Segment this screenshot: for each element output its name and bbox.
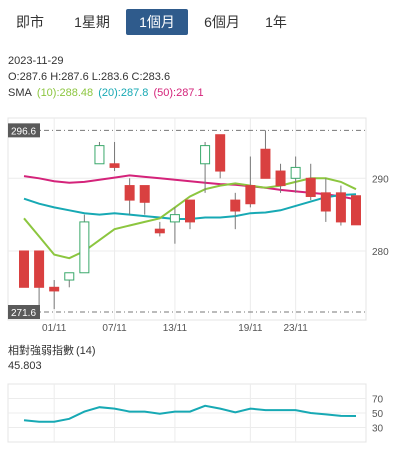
candle-body [34,250,45,288]
rsi-value: 45.803 [8,360,42,372]
candle-body [49,286,60,292]
low-label-text: 271.6 [11,308,36,319]
candle-body [109,163,120,168]
candle-body [64,272,75,281]
candle-5 [79,214,90,274]
sma50-legend: (50):287.1 [153,87,204,99]
rsi-tick-50: 50 [372,409,384,420]
candle-3 [49,280,60,310]
candle-body [260,148,271,179]
candle-body [245,185,256,205]
candle-body [215,134,226,172]
date-label: 2023-11-29 [8,55,64,67]
candle-17 [260,130,271,179]
low-label-box [8,305,40,320]
x-tick-07/11: 07/11 [102,323,127,334]
candle-18 [275,163,286,193]
ohlc-label: O:287.6 H:287.6 L:283.6 C:283.6 [8,71,171,83]
candle-16 [245,156,256,208]
candle-body [200,145,211,165]
candlesticks [19,130,361,313]
x-tick-19/11: 19/11 [238,323,263,334]
rsi-tick-70: 70 [372,395,384,406]
candle-11 [169,207,180,244]
high-label-box [8,123,40,138]
candle-body [79,221,90,274]
sma50-line [23,174,357,201]
x-tick-23/11: 23/11 [283,323,308,334]
candle-22 [335,185,346,226]
candle-8 [124,178,135,215]
candle-2 [34,250,45,313]
sma20-legend: (20):287.8 [98,87,149,99]
tab-1-month[interactable]: 1個月 [126,9,188,35]
candle-13 [200,141,211,193]
candle-6 [94,141,105,165]
candle-15 [230,192,241,230]
tab-6-months[interactable]: 6個月 [204,14,240,30]
axis-labels: 296.6 271.6 290 280 01/11 07/11 13/11 19/11 23/1… [8,123,389,334]
candle-body [320,192,331,212]
high-label: 296.6 [8,123,40,137]
sma-legend: SMA (10):288.48 (20):287.8 (50):287.1 [8,86,206,100]
candle-body [139,185,150,203]
candle-body [335,192,346,223]
rsi-period: (14) [76,345,96,357]
tab-realtime[interactable]: 即市 [16,14,44,30]
candle-21 [320,178,331,222]
candle-body [275,170,286,187]
tab-1-week[interactable]: 1星期 [74,14,110,30]
x-tick-01/11: 01/11 [42,323,67,334]
candle-body [185,199,195,223]
candle-body [154,228,165,234]
candle-body [290,166,301,179]
candle-body [169,214,180,223]
sma-legend-label: SMA [8,87,32,99]
range-tabs: 即市 1星期 1個月 6個月 1年 [0,0,414,44]
candle-19 [290,156,301,193]
candle-12 [185,199,195,230]
y-tick-280: 280 [372,247,389,258]
candle-20 [305,163,316,201]
tab-1-year[interactable]: 1年 [265,14,287,30]
candle-1 [19,250,29,288]
rsi-line [23,404,357,423]
sma10-legend: (10):288.48 [36,87,94,99]
candle-23 [351,195,361,226]
candle-body [124,185,135,201]
low-label: 271.6 [8,305,40,320]
high-label-text: 296.6 [11,126,36,137]
rsi-title-label: 相對強弱指數 [8,345,74,357]
candle-7 [109,141,120,172]
chart-frame [7,117,367,321]
candle-10 [154,221,165,237]
candle-body [305,177,316,197]
candle-body [94,145,105,165]
candle-body [230,199,241,212]
y-tick-290: 290 [372,174,389,185]
candle-body [19,250,29,288]
rsi-title: 相對強弱指數 (14) [8,344,98,358]
candle-14 [215,134,226,179]
candle-9 [139,185,150,215]
rsi-tick-30: 30 [372,424,384,435]
candle-body [351,195,361,226]
candle-4 [64,272,75,288]
rsi-chart: 70 50 30 [7,383,384,443]
x-tick-13/11: 13/11 [163,323,188,334]
